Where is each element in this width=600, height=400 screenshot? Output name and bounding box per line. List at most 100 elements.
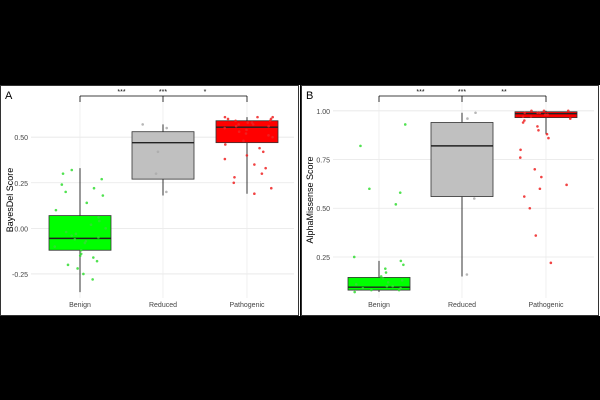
panel-a-data-point xyxy=(223,126,226,130)
panel-a: A BayesDel Score -0.25 0.00 0.25 0.50 Benig… xyxy=(0,85,300,316)
panel-b-y-axis: 0.25 0.50 0.75 1.00 xyxy=(316,109,330,262)
panel-b-data-point xyxy=(361,286,365,290)
panel-b-data-point xyxy=(384,267,387,270)
panel-b-data-point xyxy=(466,117,469,120)
panel-a-data-point xyxy=(232,181,236,185)
panel-a-data-point xyxy=(245,128,248,132)
panel-a-data-point xyxy=(64,230,68,234)
panel-b-data-point xyxy=(540,175,543,179)
panel-b-data-point xyxy=(400,279,404,282)
panel-a-data-point xyxy=(154,172,158,175)
panel-a-background xyxy=(0,85,300,316)
panel-b-ylabel: AlphaMissense Score xyxy=(305,156,315,243)
panel-a-data-point xyxy=(91,278,94,281)
panel-b-data-point xyxy=(384,271,388,274)
panel-a-data-point xyxy=(253,163,256,166)
panel-a-y-tick-label: -0.25 xyxy=(12,272,28,279)
panel-a-data-point xyxy=(60,183,64,186)
panel-b-data-point xyxy=(530,109,533,113)
panel-a-data-point xyxy=(82,272,85,276)
panel-a-x-axis: Benign Reduced Pathogenic xyxy=(69,302,265,309)
panel-a-data-point xyxy=(101,194,105,197)
panel-a-data-point xyxy=(70,168,74,172)
panel-a-data-point xyxy=(61,172,65,175)
panel-b-data-point xyxy=(546,113,549,116)
panel-a-box-reduced xyxy=(131,131,195,180)
panel-b-y-tick-label: 0.75 xyxy=(316,158,330,165)
panel-b-data-point xyxy=(568,117,572,120)
panel-b-y-tick-label: 0.25 xyxy=(316,255,330,262)
panel-a-data-point xyxy=(70,234,73,237)
panel-a-data-point xyxy=(261,150,265,154)
panel-a-y-tick-label: 0.00 xyxy=(14,226,28,233)
panel-b-data-point xyxy=(386,281,390,284)
panel-b-x-tick-label: Pathogenic xyxy=(528,302,564,309)
panel-a-data-point xyxy=(253,192,256,196)
panel-b-data-point xyxy=(379,275,383,278)
panel-b-data-point xyxy=(523,119,526,122)
panel-b-data-point xyxy=(370,288,373,292)
panel-a-data-point xyxy=(104,227,107,230)
panel-a-data-point xyxy=(53,245,56,248)
panel-b-data-point xyxy=(518,156,522,159)
panel-b-data-point xyxy=(472,197,476,200)
panel-b-data-point xyxy=(538,111,542,115)
panel-a-data-point xyxy=(223,115,227,119)
panel-a-data-point xyxy=(79,252,83,256)
panel-a-data-point xyxy=(74,232,78,236)
panel-a-data-point xyxy=(92,256,95,259)
panel-a-data-point xyxy=(223,157,227,161)
panel-b-data-point xyxy=(359,144,362,148)
panel-a-data-point xyxy=(246,121,250,124)
panel-b-data-point xyxy=(352,255,356,259)
panel-a-data-point xyxy=(237,123,240,126)
panel-b-data-point xyxy=(474,111,477,115)
panel-a-data-point xyxy=(256,115,259,119)
panel-a-sig-label: * xyxy=(204,89,207,96)
panel-b-boxes xyxy=(347,110,578,293)
panel-a-sig-label: *** xyxy=(159,89,167,96)
panel-b-data-point xyxy=(399,259,403,263)
panel-a-data-point xyxy=(54,208,58,212)
panel-a-data-point xyxy=(264,166,267,170)
panel-a-data-point xyxy=(233,175,236,179)
panel-a-y-axis: -0.25 0.00 0.25 0.50 xyxy=(12,135,28,279)
panel-b-data-point xyxy=(533,167,537,171)
panel-a-data-point xyxy=(141,123,144,126)
panel-b-sig-label: *** xyxy=(416,89,424,96)
panel-a-data-point xyxy=(226,117,230,121)
panel-b-data-point xyxy=(403,123,407,126)
panel-a-data-point xyxy=(267,134,270,137)
panel-a-x-tick-label: Pathogenic xyxy=(229,302,265,309)
panel-b-data-point xyxy=(398,191,402,194)
panel-a-label: A xyxy=(5,90,13,102)
panel-b-data-point xyxy=(534,234,538,237)
panel-b-data-point xyxy=(536,111,539,115)
panel-b-data-point xyxy=(519,148,522,152)
panel-a-data-point xyxy=(89,223,93,227)
panel-a-data-point xyxy=(224,143,227,146)
panel-a-data-point xyxy=(242,139,245,143)
panel-b-background xyxy=(301,85,600,316)
panel-a-data-point xyxy=(85,201,89,205)
panel-a-significance: *** *** * xyxy=(79,89,248,102)
panel-b-data-point xyxy=(381,277,385,280)
panel-b-data-point xyxy=(521,121,525,124)
panel-a-sig-label: *** xyxy=(117,89,125,96)
panel-b-data-point xyxy=(542,109,546,113)
panel-b-data-point xyxy=(529,115,533,118)
panel-a-data-point xyxy=(244,132,248,135)
panel-a-y-tick-label: 0.25 xyxy=(14,181,28,188)
panel-b-data-point xyxy=(402,263,405,267)
panel-b: B AlphaMissense Score 0.25 0.50 0.75 1.00 B… xyxy=(301,85,600,316)
panel-a-data-point xyxy=(237,130,241,134)
panel-a-box-benign xyxy=(48,215,112,251)
panel-b-data-point xyxy=(353,290,356,294)
panel-a-data-point xyxy=(269,186,273,190)
panel-b-data-point xyxy=(368,187,371,191)
panel-a-data-point xyxy=(97,236,100,239)
panel-a-border xyxy=(0,85,299,316)
panel-b-data-point xyxy=(537,128,540,132)
panel-b-data-point xyxy=(547,136,550,140)
